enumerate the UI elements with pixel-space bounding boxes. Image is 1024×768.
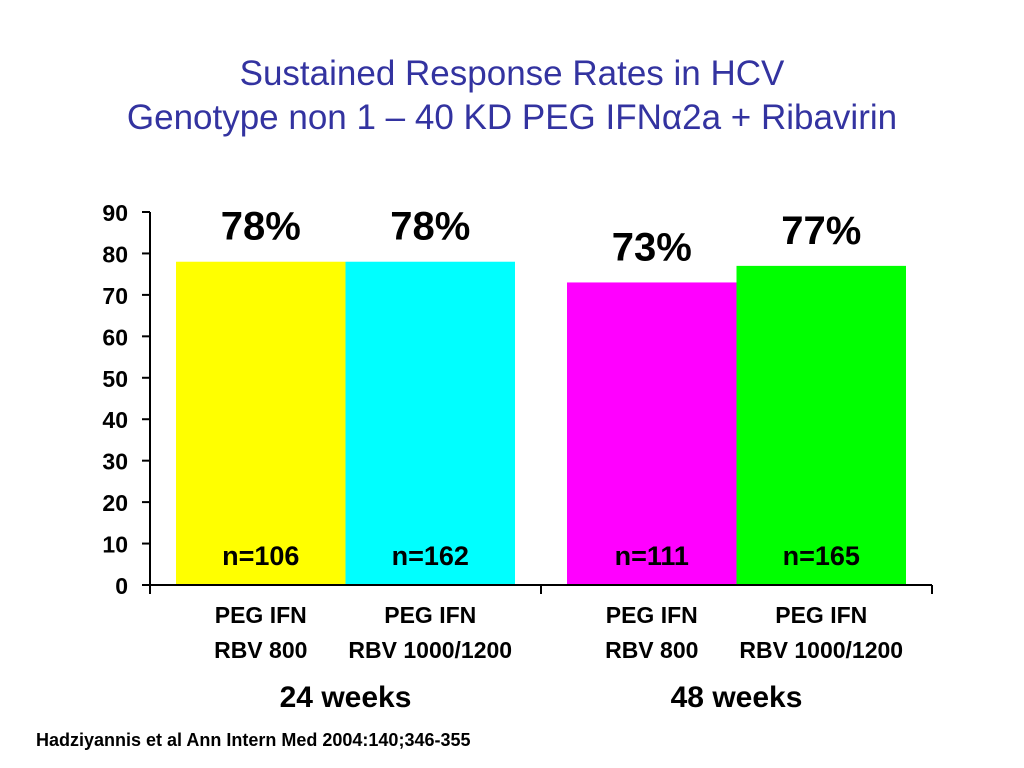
title-line-2: Genotype non 1 – 40 KD PEG IFNα2a + Riba…	[126, 98, 898, 137]
n-label-2: n=162	[392, 541, 469, 571]
y-tick-label-10: 10	[102, 532, 128, 558]
citation: Hadziyannis et al Ann Intern Med 2004:14…	[36, 730, 471, 750]
category-label-line2-3: RBV 800	[605, 637, 698, 663]
group-label-2: 48 weeks	[671, 681, 803, 714]
value-label-3: 73%	[612, 225, 692, 269]
y-tick-label-20: 20	[102, 490, 128, 516]
y-tick-label-50: 50	[102, 366, 128, 392]
y-tick-label-40: 40	[102, 407, 128, 433]
category-label-line1-1: PEG IFN	[215, 602, 307, 628]
value-label-4: 77%	[781, 209, 861, 253]
bar-1	[176, 261, 346, 585]
category-label-line2-1: RBV 800	[214, 637, 307, 663]
y-tick-label-90: 90	[102, 200, 128, 226]
value-label-2: 78%	[390, 205, 470, 249]
category-label-line2-2: RBV 1000/1200	[348, 637, 512, 663]
slide-title: Sustained Response Rates in HCV Genotype…	[0, 52, 1024, 140]
category-label-line1-3: PEG IFN	[606, 602, 698, 628]
y-tick-label-60: 60	[102, 324, 128, 350]
n-label-3: n=111	[615, 541, 689, 571]
y-tick-label-80: 80	[102, 241, 128, 267]
title-line-1: Sustained Response Rates in HCV	[239, 54, 785, 93]
category-label-line1-4: PEG IFN	[775, 602, 867, 628]
group-label-1: 24 weeks	[280, 681, 412, 714]
bar-3	[567, 282, 737, 585]
category-label-line2-4: RBV 1000/1200	[739, 637, 903, 663]
y-tick-label-70: 70	[102, 283, 128, 309]
n-label-1: n=106	[222, 541, 299, 571]
category-label-line1-2: PEG IFN	[384, 602, 476, 628]
y-tick-label-0: 0	[115, 573, 128, 599]
bar-4	[736, 265, 906, 585]
n-label-4: n=165	[783, 541, 860, 571]
y-tick-label-30: 30	[102, 449, 128, 475]
value-label-1: 78%	[221, 205, 301, 249]
bar-2	[345, 261, 515, 585]
